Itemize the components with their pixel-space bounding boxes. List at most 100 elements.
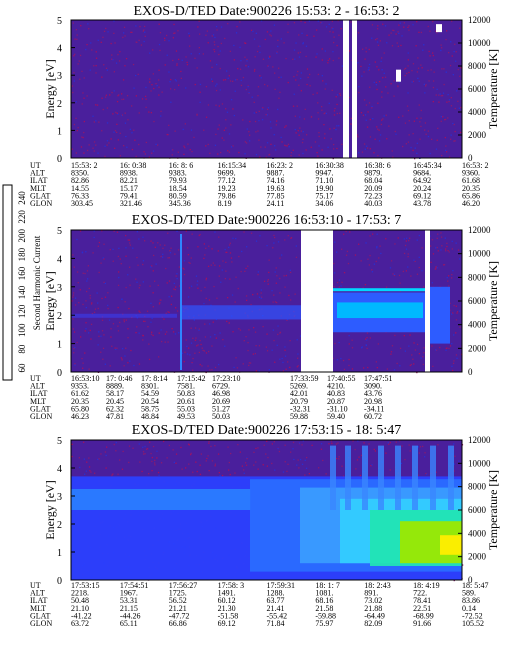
ephemeris-value: 68.04 [364, 176, 382, 185]
spike-line [180, 234, 182, 370]
ephemeris-value: 46.23 [71, 412, 89, 421]
ephemeris-value: -55.42 [267, 611, 288, 620]
ytick-label: 4 [57, 464, 62, 475]
ytick-right-label: 0 [468, 153, 473, 163]
ytick-label: 5 [57, 226, 62, 237]
ephemeris-value: 9887. [267, 169, 285, 178]
ytick-right-label: 4000 [468, 528, 487, 538]
ephemeris-value: 9383. [169, 169, 187, 178]
ytick-label: 2 [57, 311, 62, 322]
ephemeris-value: 19.23 [218, 184, 236, 193]
colorbar-tick-label: 180 [17, 247, 27, 261]
ephemeris-value: -41.22 [71, 611, 92, 620]
ytick-label: 0 [57, 154, 62, 165]
ephemeris-value: 1288. [267, 589, 285, 598]
ephemeris-value: 53.31 [120, 596, 138, 605]
ephemeris-value: -68.99 [413, 611, 434, 620]
ephemeris-value: 82.86 [71, 176, 89, 185]
heatmap-speckle [71, 20, 462, 160]
ytick-right-label: 4000 [468, 107, 487, 117]
ephemeris-row-label: UT [30, 161, 41, 170]
ephemeris-value: 75.97 [315, 619, 333, 628]
ytick-right-label: 12000 [468, 435, 491, 445]
ephemeris-value: 24.11 [267, 199, 285, 208]
ephemeris-value: 83.86 [462, 596, 480, 605]
ephemeris-value: 8938. [120, 169, 138, 178]
ephemeris-value: 20.24 [413, 184, 431, 193]
ytick-right-label: 2000 [468, 552, 487, 562]
burst-column [412, 445, 418, 510]
ephemeris-value: 6729. [212, 382, 230, 391]
ytick-right-label: 8000 [468, 482, 487, 492]
ytick-label: 3 [57, 283, 62, 294]
ephemeris-value: 16: 8: 6 [169, 161, 193, 170]
ephemeris-row-label: ILAT [30, 596, 47, 605]
ephemeris-value: 17: 8:14 [141, 374, 167, 383]
ytick-right-label: 8000 [468, 272, 487, 282]
y-axis-label: Energy [eV] [43, 271, 57, 330]
ephemeris-value: -31.10 [327, 404, 348, 413]
ephemeris-value: 74.16 [267, 176, 285, 185]
colorbar-tick-label: 120 [17, 304, 27, 318]
ephemeris-value: 1491. [218, 589, 236, 598]
ephemeris-value: 73.02 [364, 596, 382, 605]
ephemeris-value: 17:15:42 [177, 374, 205, 383]
ytick-right-label: 12000 [468, 225, 491, 235]
ytick-label: 3 [57, 71, 62, 82]
ephemeris-value: 303.45 [71, 199, 93, 208]
ephemeris-value: 16:45:34 [413, 161, 441, 170]
ephemeris-value: 82.09 [364, 619, 382, 628]
ephemeris-value: 78.41 [413, 596, 431, 605]
colorbar-tick-label: 240 [17, 191, 27, 205]
ytick-label: 2 [57, 520, 62, 531]
colorbar-tick-label: 140 [17, 285, 27, 299]
burst-column [395, 445, 401, 510]
ephemeris-row-label: MLT [30, 397, 46, 406]
ephemeris-value: 17:23:10 [212, 374, 240, 383]
ephemeris-value: 4210. [327, 382, 345, 391]
ephemeris-value: 16:53:10 [71, 374, 99, 383]
ytick-right-label: 2000 [468, 343, 487, 353]
ephemeris-row-label: GLON [30, 619, 52, 628]
ytick-label: 5 [57, 436, 62, 447]
ephemeris-value: 3090. [364, 382, 382, 391]
ion-band [430, 286, 450, 344]
ephemeris-value: 72.23 [364, 191, 382, 200]
ephemeris-value: 46.98 [212, 389, 230, 398]
ytick-right-label: 10000 [468, 249, 491, 259]
y-axis-label-right: Temperature [K] [486, 49, 500, 129]
ytick-right-label: 6000 [468, 296, 487, 306]
ephemeris-value: 43.76 [364, 389, 382, 398]
ephemeris-value: 63.77 [267, 596, 285, 605]
ephemeris-value: 79.41 [120, 191, 138, 200]
ephemeris-value: 20.87 [327, 397, 345, 406]
ephemeris-value: 0.14 [462, 604, 476, 613]
ephemeris-value: 16: 0:38 [120, 161, 146, 170]
ephemeris-value: 17:47:51 [364, 374, 392, 383]
ephemeris-value: 1967. [120, 589, 138, 598]
ephemeris-value: 65.86 [462, 191, 480, 200]
ephemeris-value: 71.84 [267, 619, 285, 628]
ephemeris-value: -51.58 [218, 611, 239, 620]
burst-column [448, 445, 454, 510]
ephemeris-value: 20.35 [462, 184, 480, 193]
ephemeris-value: 43.78 [413, 199, 431, 208]
colorbar-tick-label: 80 [17, 344, 27, 354]
burst-column [330, 445, 336, 510]
ephemeris-value: 20.45 [106, 397, 124, 406]
ephemeris-value: 14.55 [71, 184, 89, 193]
ephemeris-row-label: ILAT [30, 389, 47, 398]
ephemeris-value: 62.32 [106, 404, 124, 413]
ytick-right-label: 0 [468, 575, 473, 585]
ephemeris-value: 9947. [315, 169, 333, 178]
ephemeris-value: -44.26 [120, 611, 141, 620]
y-axis-label-right: Temperature [K] [486, 261, 500, 341]
ephemeris-value: 8889. [106, 382, 124, 391]
ephemeris-value: 321.46 [120, 199, 142, 208]
ephemeris-value: 51.27 [212, 404, 230, 413]
panel-title: EXOS-D/TED Date:900226 16:53:10 - 17:53:… [132, 213, 401, 228]
colorbar-tick-label: 60 [17, 363, 27, 373]
ephemeris-value: 69.12 [413, 191, 431, 200]
ephemeris-value: 60.72 [364, 412, 382, 421]
panel-2 [70, 229, 463, 374]
